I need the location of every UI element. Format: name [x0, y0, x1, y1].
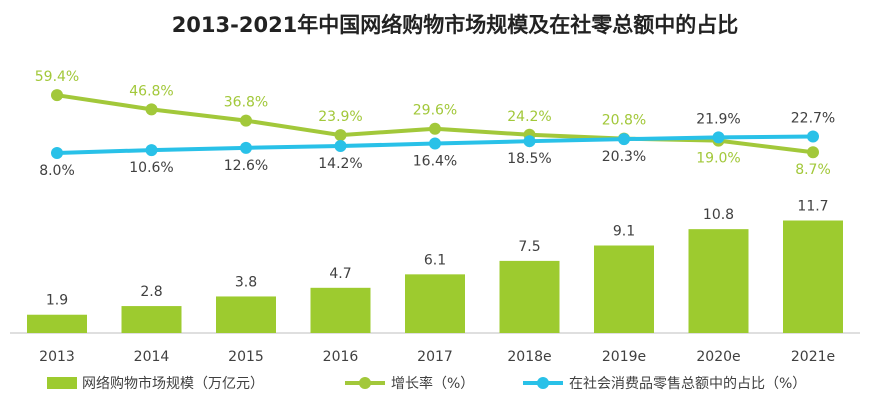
point-value-label: 14.2%: [318, 156, 362, 172]
bar: [783, 220, 843, 333]
line-point: [240, 141, 252, 154]
line-point: [145, 103, 158, 116]
point-value-label: 59.4%: [35, 69, 79, 85]
line-point: [429, 122, 441, 135]
point-value-label: 18.5%: [507, 151, 551, 167]
x-tick-label: 2019e: [602, 349, 646, 365]
point-value-label: 20.3%: [602, 149, 646, 165]
bar-value-label: 9.1: [613, 224, 635, 240]
legend-swatch: [537, 377, 549, 389]
line-point: [51, 147, 63, 159]
legend-swatch: [359, 377, 371, 389]
bar-value-label: 7.5: [518, 239, 540, 255]
point-value-label: 21.9%: [696, 111, 740, 127]
legend-label: 在社会消费品零售总额中的占比（%）: [569, 376, 806, 392]
bar: [27, 314, 87, 333]
bar-value-label: 11.7: [797, 199, 828, 215]
bar: [688, 229, 749, 333]
point-value-label: 24.2%: [507, 109, 551, 125]
line-point: [51, 89, 63, 102]
legend-label: 增长率（%）: [391, 375, 474, 392]
x-tick-label: 2018e: [507, 349, 551, 365]
x-tick-label: 2013: [39, 349, 75, 365]
bar: [499, 260, 560, 333]
line-point: [334, 129, 347, 142]
line-point: [618, 133, 630, 146]
line-point: [334, 140, 347, 153]
chart-title: 2013-2021年中国网络购物市场规模及在社零总额中的占比: [172, 13, 739, 37]
bar: [405, 274, 465, 333]
legend-swatch: [47, 377, 77, 389]
point-value-label: 8.7%: [795, 162, 831, 178]
bar: [121, 306, 182, 333]
point-value-label: 23.9%: [318, 109, 362, 125]
x-tick-label: 2015: [228, 349, 264, 365]
x-tick-label: 2020e: [696, 349, 740, 365]
legend-label: 网络购物市场规模（万亿元）: [82, 375, 264, 392]
point-value-label: 36.8%: [224, 95, 268, 111]
point-value-label: 12.6%: [224, 158, 268, 174]
point-value-label: 16.4%: [413, 154, 457, 170]
line-point: [429, 137, 441, 150]
bar: [594, 245, 654, 333]
point-value-label: 10.6%: [129, 160, 173, 176]
x-tick-label: 2014: [134, 349, 170, 365]
bar-value-label: 1.9: [46, 293, 68, 309]
x-tick-label: 2017: [417, 349, 453, 365]
point-value-label: 46.8%: [129, 83, 173, 99]
point-value-label: 22.7%: [791, 110, 835, 126]
line-point: [240, 114, 252, 127]
bar-value-label: 3.8: [235, 274, 257, 290]
bar-value-label: 6.1: [424, 252, 446, 268]
bar: [310, 287, 371, 333]
line-point: [807, 130, 819, 143]
line-point: [712, 131, 725, 144]
bar: [216, 296, 276, 333]
line-point: [523, 135, 536, 148]
x-tick-label: 2021e: [791, 349, 835, 365]
bar-value-label: 4.7: [329, 266, 351, 282]
line-point: [807, 146, 819, 159]
point-value-label: 8.0%: [39, 163, 75, 179]
bar-value-label: 2.8: [140, 284, 162, 300]
point-value-label: 19.0%: [696, 151, 740, 167]
line-point: [145, 144, 158, 157]
point-value-label: 20.8%: [602, 113, 646, 129]
bar-value-label: 10.8: [703, 207, 734, 223]
point-value-label: 29.6%: [413, 103, 457, 119]
x-tick-label: 2016: [323, 349, 359, 365]
